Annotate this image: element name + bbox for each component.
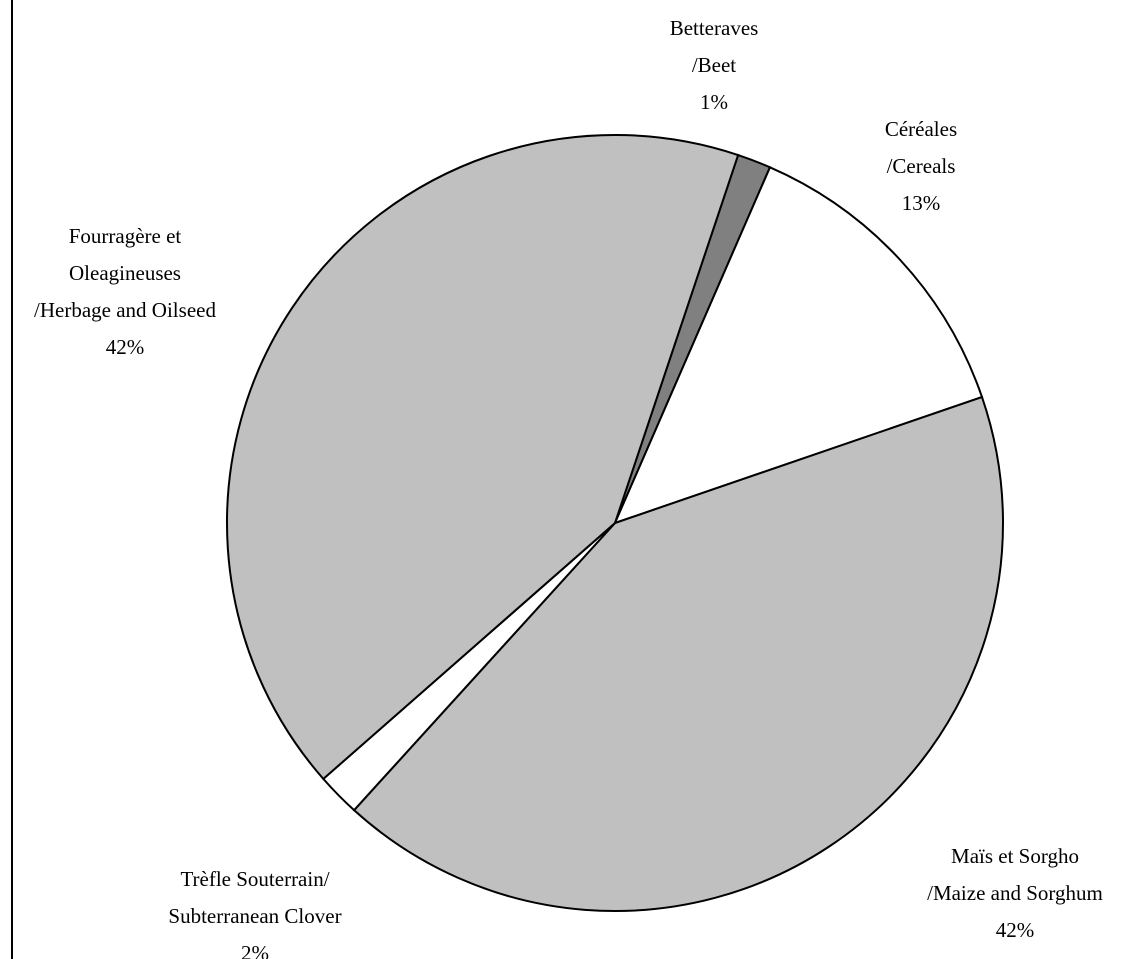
slice-percent-label: 42%	[996, 918, 1035, 942]
slice-category-label: Trèfle Souterrain/	[180, 867, 329, 891]
slice-label-2: Maïs et Sorgho/Maize and Sorghum 42%	[927, 844, 1103, 942]
slice-category-label: /Cereals	[887, 154, 956, 178]
slice-label-4: Fourragère et Oleagineuses/Herbage and Oi…	[34, 224, 216, 359]
slice-label-0: Betteraves/Beet 1%	[670, 16, 759, 114]
left-border-line	[11, 0, 13, 959]
slice-percent-label: 2%	[241, 941, 269, 959]
slice-category-label: /Maize and Sorghum	[927, 881, 1103, 905]
slice-percent-label: 1%	[700, 90, 728, 114]
slice-label-3: Trèfle Souterrain/Subterranean Clover 2%	[168, 867, 341, 959]
slice-category-label: /Herbage and Oilseed	[34, 298, 216, 322]
slice-label-1: Céréales/Cereals 13%	[885, 117, 957, 215]
slice-category-label: Subterranean Clover	[168, 904, 341, 928]
pie-slice-1	[613, 165, 984, 525]
slice-category-label: Maïs et Sorgho	[951, 844, 1079, 868]
slice-category-label: Céréales	[885, 117, 957, 141]
slice-percent-label: 13%	[902, 191, 941, 215]
slice-category-label: /Beet	[692, 53, 736, 77]
slice-category-label: Fourragère et	[69, 224, 182, 248]
slice-category-label: Oleagineuses	[69, 261, 181, 285]
pie-slice-2	[352, 395, 1004, 912]
slice-percent-label: 42%	[106, 335, 145, 359]
slice-category-label: Betteraves	[670, 16, 759, 40]
pie-slice-4	[225, 134, 740, 781]
